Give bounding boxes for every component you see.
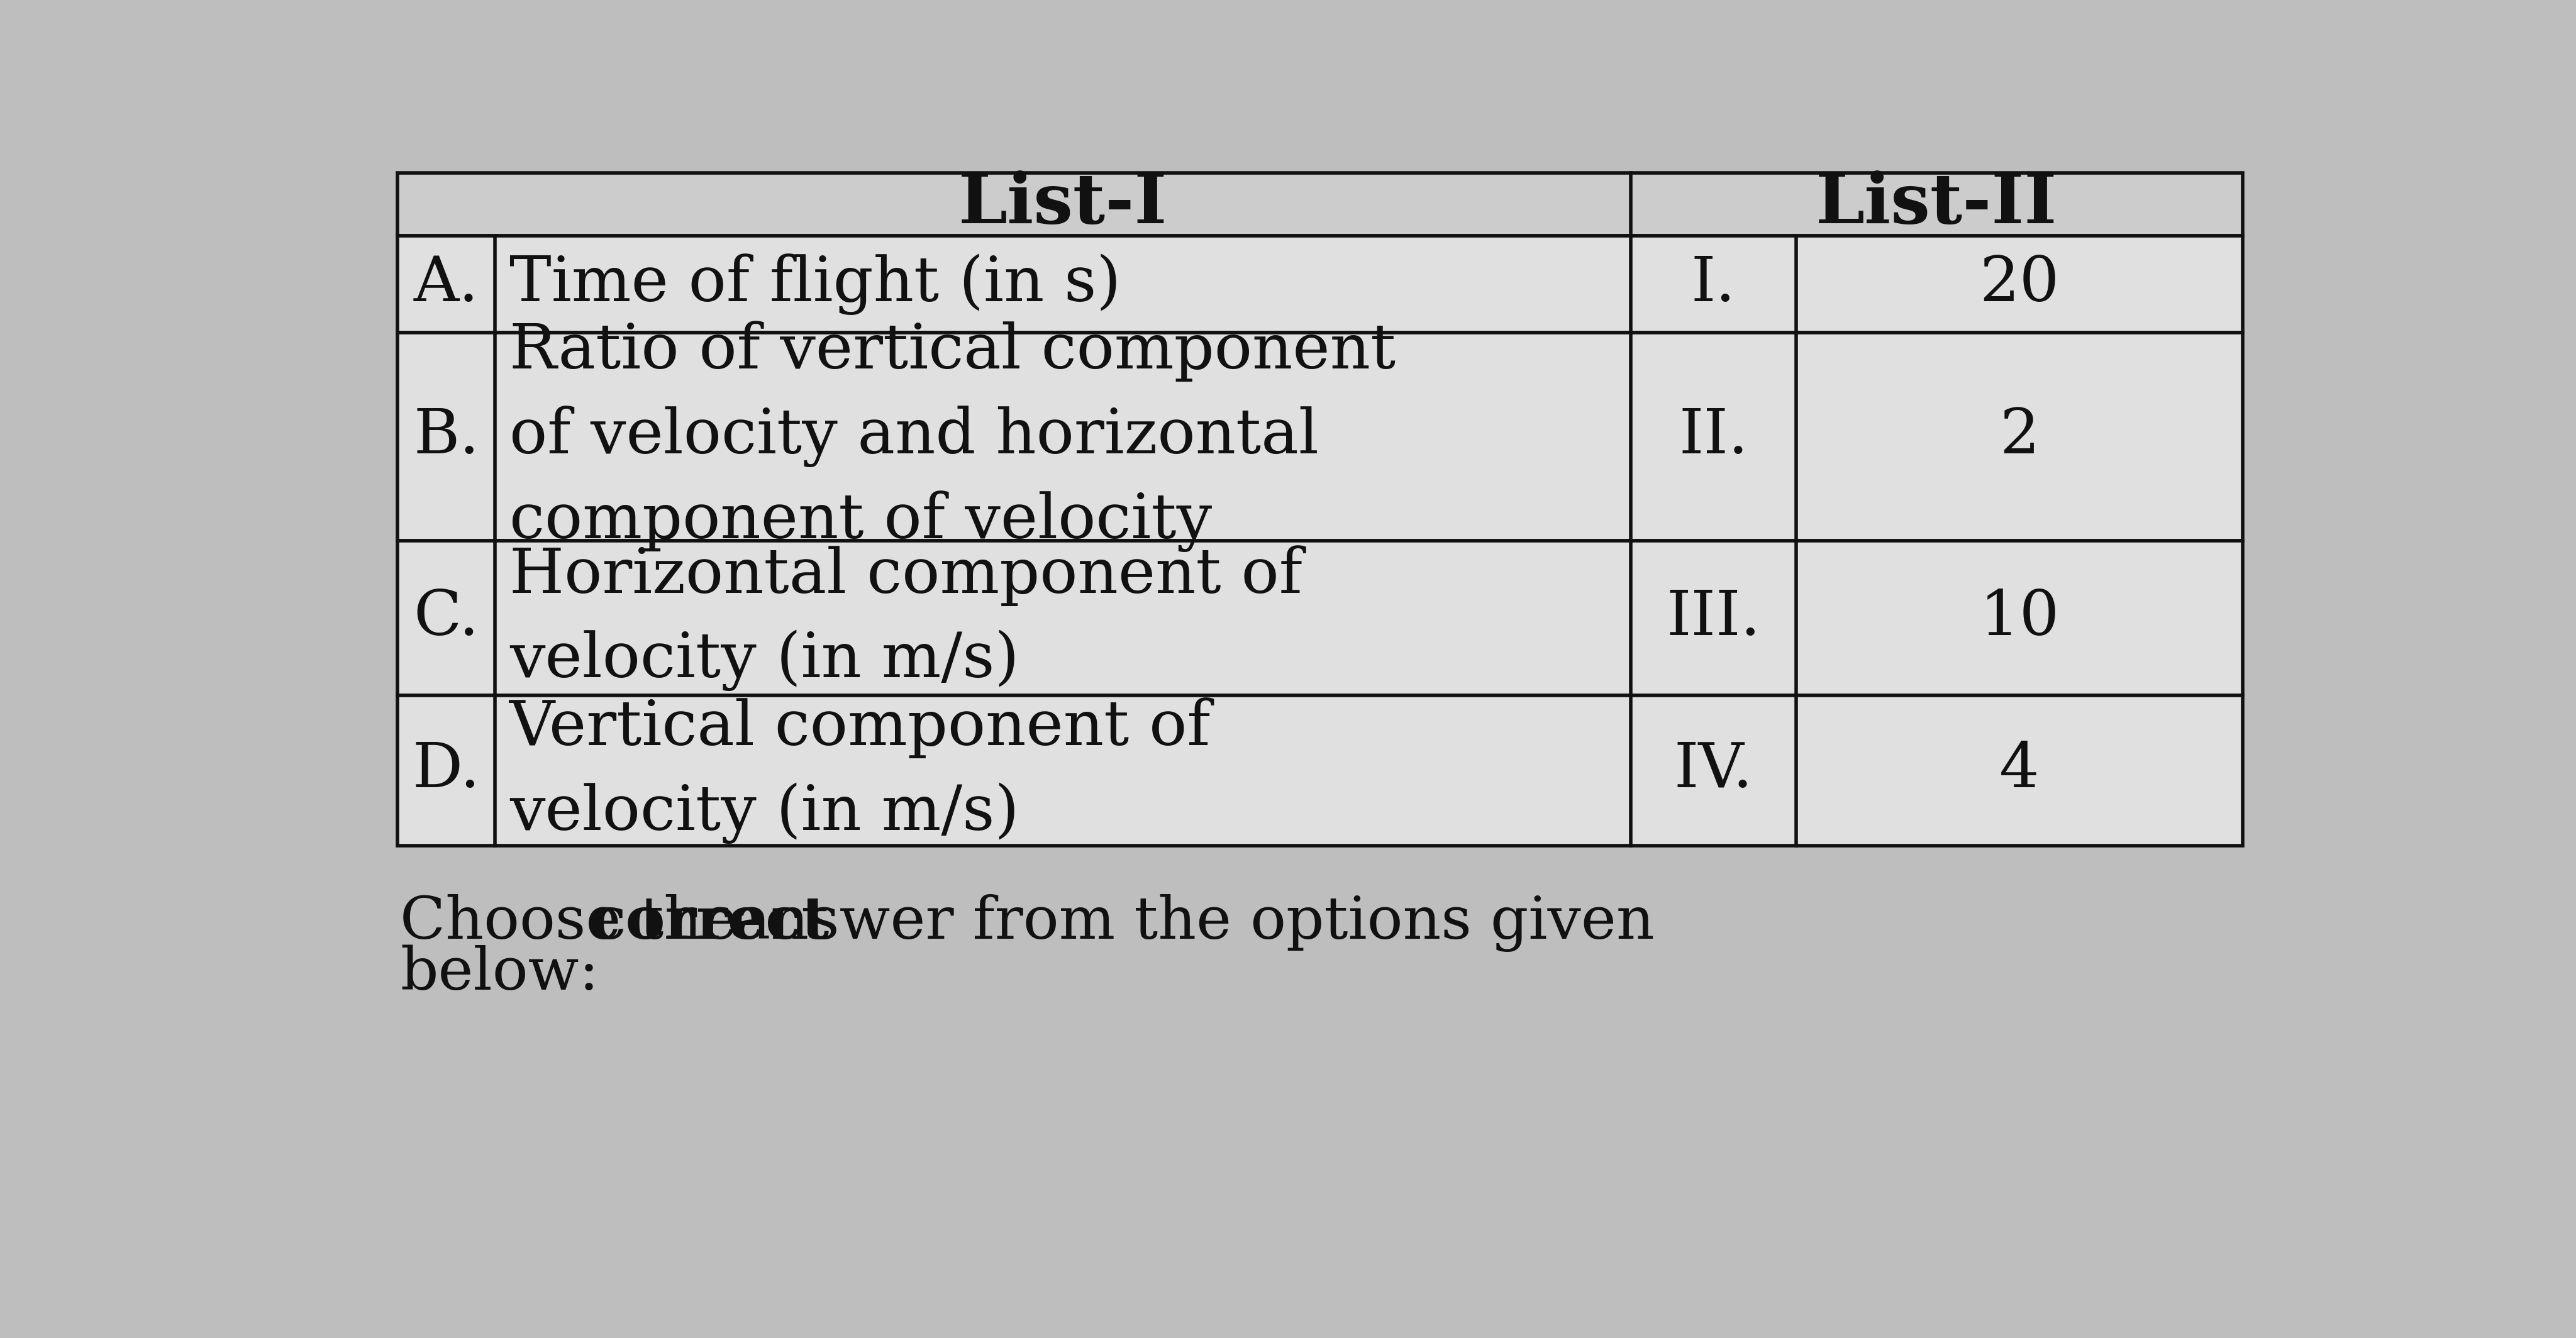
Text: 10: 10 [1978,587,2058,648]
Text: List-II: List-II [1816,170,2058,238]
Bar [397,696,2241,846]
Text: C.: C. [412,587,479,648]
Bar [397,235,2241,332]
Text: Time of flight (in s): Time of flight (in s) [510,253,1121,314]
Bar [397,173,2241,846]
Text: I.: I. [1690,254,1736,314]
Text: 2: 2 [1999,407,2040,467]
Text: 4: 4 [1999,740,2040,800]
Text: 20: 20 [1978,254,2058,314]
Bar [397,173,2241,235]
Text: Vertical component of
velocity (in m/s): Vertical component of velocity (in m/s) [510,697,1211,843]
Text: below:: below: [399,945,600,1002]
Text: A.: A. [415,254,479,314]
Text: B.: B. [412,407,479,467]
Text: Choose the: Choose the [399,894,757,950]
Text: answer from the options given: answer from the options given [716,894,1654,951]
Text: IV.: IV. [1674,740,1754,800]
Text: III.: III. [1667,587,1762,648]
Bar [397,173,2241,235]
Text: Horizontal component of
velocity (in m/s): Horizontal component of velocity (in m/s… [510,545,1303,690]
Bar [397,332,2241,541]
Text: correct: correct [590,894,829,950]
Bar [397,541,2241,696]
Text: List-I: List-I [958,170,1167,238]
Text: II.: II. [1680,407,1749,467]
Text: Ratio of vertical component
of velocity and horizontal
component of velocity: Ratio of vertical component of velocity … [510,321,1396,553]
Text: D.: D. [412,740,479,800]
